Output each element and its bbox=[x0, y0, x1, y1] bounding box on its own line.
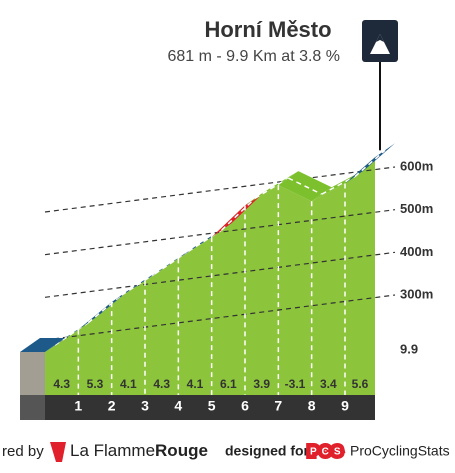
x-tick-label: 6 bbox=[241, 398, 249, 414]
grid-line bbox=[44, 251, 396, 298]
gradient-label: 4.3 bbox=[153, 377, 170, 391]
powered-by: red by bbox=[2, 443, 44, 460]
chart-subtitle: 681 m - 9.9 Km at 3.8 % bbox=[167, 48, 340, 65]
gradient-label: 3.9 bbox=[253, 377, 270, 391]
x-tick-label: 3 bbox=[141, 398, 149, 414]
gradient-label: 5.6 bbox=[352, 377, 369, 391]
y-tick-label: 300m bbox=[400, 286, 433, 301]
plot: 300m 400m 500m 600m 4.3 5.3 4.1 4.3 4.1 6.1 3.9 -3.… bbox=[20, 62, 433, 420]
x-tick-label: 7 bbox=[274, 398, 282, 414]
grid-line bbox=[44, 294, 396, 341]
gradient-label: 5.3 bbox=[87, 377, 104, 391]
gradient-label: 3.4 bbox=[320, 377, 337, 391]
x-tick-label: 9 bbox=[341, 398, 349, 414]
x-tick-label: 4 bbox=[174, 398, 182, 414]
x-tick-label: 1 bbox=[74, 398, 82, 414]
flamme-logo bbox=[50, 442, 66, 462]
grid-line bbox=[44, 166, 396, 213]
base-band bbox=[45, 395, 375, 420]
center-dash bbox=[354, 149, 386, 178]
gradient-label: 4.3 bbox=[53, 377, 70, 391]
summit-icon bbox=[362, 20, 398, 62]
center-dash bbox=[321, 175, 356, 195]
designed-for: designed for bbox=[225, 443, 310, 459]
center-dash bbox=[121, 273, 156, 296]
center-dash bbox=[288, 177, 322, 195]
center-dash bbox=[154, 250, 189, 275]
y-tick-label: 500m bbox=[400, 201, 433, 216]
center-dash bbox=[187, 229, 223, 253]
grid-line bbox=[44, 209, 396, 256]
chart-title: Horní Město bbox=[204, 17, 331, 42]
x-tick-label: 8 bbox=[308, 398, 316, 414]
left-cap bbox=[20, 338, 65, 352]
y-tick-label: 600m bbox=[400, 158, 433, 173]
gradient-label: 4.1 bbox=[120, 377, 137, 391]
side-base bbox=[20, 395, 45, 420]
x-tick-label: 5 bbox=[208, 398, 216, 414]
center-dash bbox=[54, 322, 89, 346]
brand-part: La Flamme bbox=[70, 441, 155, 460]
gradient-label: 4.1 bbox=[187, 377, 204, 391]
gradient-label: 6.1 bbox=[220, 377, 237, 391]
gradient-label: -3.1 bbox=[285, 377, 306, 391]
center-dash bbox=[87, 294, 123, 324]
site-name: ProCyclingStats bbox=[350, 443, 450, 459]
gradient-segment bbox=[211, 191, 265, 238]
x-tick-label: 2 bbox=[108, 398, 116, 414]
center-dash bbox=[221, 197, 256, 231]
x-tick-label: 9.9 bbox=[400, 341, 418, 356]
center-dash bbox=[254, 177, 289, 200]
brand-part: Rouge bbox=[155, 441, 208, 460]
y-tick-label: 400m bbox=[400, 244, 433, 259]
brand: La FlammeRouge bbox=[70, 441, 208, 460]
pcs-logo: PCS bbox=[310, 447, 346, 458]
